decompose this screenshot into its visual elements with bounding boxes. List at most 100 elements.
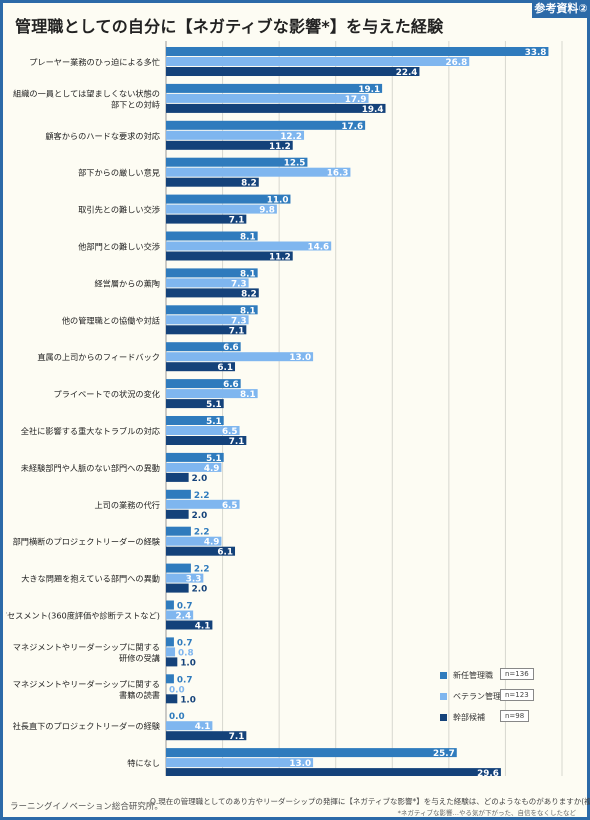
data-label: 22.4	[396, 68, 418, 78]
bar-1	[166, 499, 240, 509]
bar-0	[166, 194, 291, 204]
chart-legend: 新任管理職 n=136 ベテラン管理職 n=123 幹部候補 n=98	[440, 668, 580, 731]
category-label: 全社に影響する重大なトラブルの対応	[21, 426, 160, 436]
data-label: 6.5	[222, 427, 238, 437]
data-label: 12.5	[284, 159, 306, 169]
data-label: 0.8	[178, 648, 194, 658]
data-label: 5.1	[206, 400, 222, 410]
data-label: 11.2	[269, 253, 291, 263]
data-label: 9.8	[259, 206, 275, 216]
bar-1	[166, 610, 194, 620]
bar-0	[166, 489, 191, 499]
bar-0	[166, 600, 174, 610]
bar-2	[166, 509, 189, 519]
category-label: 直属の上司からのフィードバック	[37, 352, 160, 362]
bar-0	[166, 268, 258, 278]
legend-sample-size: n=98	[500, 710, 530, 722]
category-label: 部下との対峙	[111, 99, 160, 109]
data-label: 8.1	[240, 269, 256, 279]
bar-0	[166, 342, 241, 352]
data-label: 7.1	[229, 437, 245, 447]
category-label: 他の管理職との協働や対話	[62, 315, 160, 325]
data-label: 1.0	[180, 695, 196, 705]
data-label: 17.6	[341, 122, 363, 132]
data-label: 0.7	[177, 638, 193, 648]
category-label: 社長直下のプロジェクトリーダーの経験	[13, 721, 161, 731]
data-label: 4.9	[204, 538, 220, 548]
bar-2	[166, 103, 386, 113]
bar-1	[166, 721, 213, 731]
data-label: 2.0	[192, 474, 208, 484]
chart-svg: 05101520253035(%)プレーヤー業務のひっ迫による多忙33.826.…	[0, 41, 574, 799]
legend-label: 幹部候補	[453, 713, 485, 722]
data-label: 8.1	[240, 306, 256, 316]
data-label: 7.1	[229, 216, 245, 226]
category-label: 上司の業務の代行	[94, 500, 160, 510]
bar-2	[166, 140, 293, 150]
category-label: マネジメントやリーダーシップに関する	[13, 642, 160, 652]
bar-0	[166, 305, 258, 315]
bar-2	[166, 214, 247, 224]
legend-swatch-new-manager	[440, 672, 447, 679]
bar-1	[166, 130, 305, 140]
data-label: 2.0	[192, 511, 208, 521]
bar-2	[166, 694, 178, 704]
bar-2	[166, 67, 420, 76]
bar-2	[166, 251, 293, 261]
data-label: 2.0	[192, 585, 208, 595]
data-label: 7.1	[229, 326, 245, 336]
data-label: 1.0	[180, 658, 196, 668]
bar-0	[166, 674, 174, 684]
legend-sample-size: n=136	[500, 668, 534, 680]
source-credit: ラーニングイノベーション総合研究所。	[10, 802, 163, 812]
data-label: 8.2	[241, 289, 257, 299]
data-label: 5.1	[206, 454, 222, 464]
bar-0	[166, 748, 457, 758]
data-label: 3.3	[186, 575, 202, 585]
data-label: 8.1	[240, 390, 256, 400]
bar-2	[166, 583, 189, 593]
bar-1	[166, 204, 277, 214]
data-label: 7.3	[231, 316, 247, 326]
bar-0	[166, 379, 241, 389]
bar-1	[166, 93, 369, 103]
data-label: 4.9	[204, 464, 220, 474]
bar-chart: 05101520253035(%)プレーヤー業務のひっ迫による多忙33.826.…	[0, 34, 584, 799]
bar-2	[166, 657, 178, 667]
data-label: 7.1	[229, 732, 245, 742]
bar-1	[166, 352, 314, 362]
bar-2	[166, 325, 247, 335]
bar-1	[166, 167, 351, 177]
bar-0	[166, 526, 191, 536]
bar-2	[166, 546, 236, 556]
data-label: 11.0	[267, 196, 289, 206]
bar-0	[166, 157, 308, 167]
data-label: 6.6	[223, 343, 239, 353]
data-label: 33.8	[525, 48, 547, 58]
data-label: 19.1	[358, 85, 380, 95]
bar-2	[166, 472, 189, 482]
data-label: 13.0	[289, 353, 311, 363]
bar-0	[166, 416, 224, 425]
category-label: プライベートでの状況の変化	[54, 389, 160, 399]
category-label: プレーヤー業務のひっ迫による多忙	[29, 57, 160, 67]
data-label: 11.2	[269, 142, 291, 152]
bar-0	[166, 231, 258, 241]
data-label: 0.7	[177, 675, 193, 685]
legend-item-veteran-manager: ベテラン管理職 n=123	[440, 689, 580, 705]
data-label: 4.1	[195, 722, 211, 732]
legend-sample-size: n=123	[500, 689, 534, 701]
legend-label: ベテラン管理職	[453, 692, 509, 701]
data-label: 26.8	[446, 58, 468, 68]
category-label: 書籍の読書	[119, 690, 160, 700]
reference-badge: 参考資料②	[532, 0, 590, 18]
category-label: 顧客からのハードな要求の対応	[45, 131, 160, 141]
category-label: 未経験部門や人脈のない部門への異動	[21, 463, 160, 473]
bar-0	[166, 637, 174, 647]
data-label: 0.7	[177, 602, 193, 612]
data-label: 6.1	[217, 548, 233, 558]
data-label: 13.0	[289, 759, 311, 769]
data-label: 14.6	[307, 243, 329, 253]
category-label: 他部門との難しい交渉	[78, 242, 160, 252]
data-label: 25.7	[433, 749, 455, 759]
